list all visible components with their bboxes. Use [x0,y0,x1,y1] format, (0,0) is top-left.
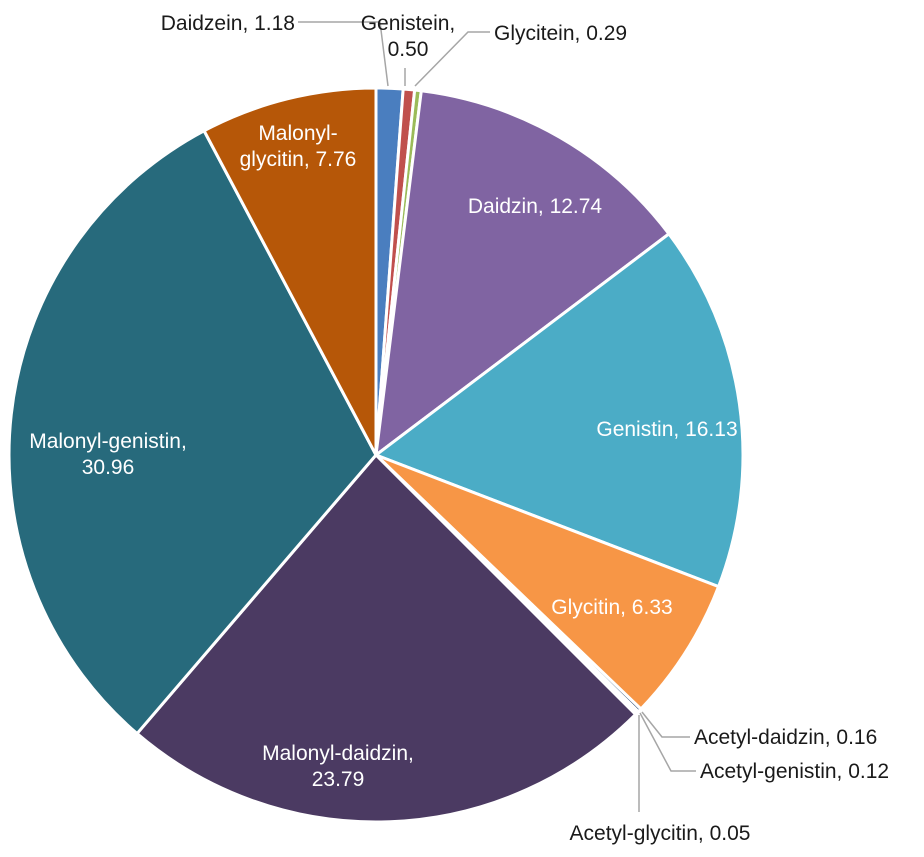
leader-lines [298,21,696,812]
slice-daidzin [374,89,671,457]
leader-line-daidzein [298,21,389,87]
data-label-glycitein: Glycitein, 0.29 [494,22,627,45]
leader-line-acetyl-genistin [639,712,696,772]
slice-glycitin [374,453,721,711]
data-label-malonyl-daidzin: Malonyl-daidzin, 23.79 [262,742,414,791]
slice-malonyl-daidzin [135,453,638,824]
data-label-acetyl-daidzin: Acetyl-daidzin, 0.16 [694,726,877,749]
pie-slices [7,86,745,824]
data-label-genistin: Genistin, 16.13 [596,418,737,441]
data-label-malonyl-genistin: Malonyl-genistin, 30.96 [29,430,187,479]
data-label-malonyl-glycitin: Malonyl-glycitin, 7.76 [240,122,357,171]
data-label-genistein: Genistein, 0.50 [361,12,456,61]
leader-line-glycitein [414,31,490,87]
leader-line-acetyl-daidzin [641,711,690,738]
data-label-acetyl-genistin: Acetyl-genistin, 0.12 [700,760,889,783]
slice-malonyl-glycitin [202,86,378,457]
data-label-daidzein: Daidzein, 1.18 [161,12,295,35]
slice-genistin [374,232,745,589]
data-label-glycitin: Glycitin, 6.33 [551,596,672,619]
data-label-daidzin: Daidzin, 12.74 [468,195,603,218]
data-labels: Daidzein, 1.18 Genistein, 0.50 Glycitein, 0… [29,12,889,845]
slice-malonyl-genistin [7,129,378,736]
data-label-acetyl-glycitin: Acetyl-glycitin, 0.05 [570,822,751,845]
